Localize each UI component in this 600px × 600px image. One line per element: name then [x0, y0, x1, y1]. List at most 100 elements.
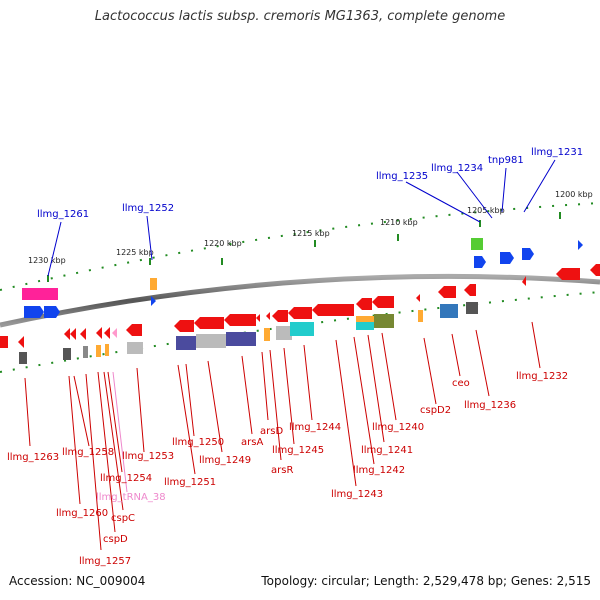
gene-feature[interactable]: [522, 276, 526, 286]
feature-label-reverse[interactable]: llmg_1240: [372, 422, 424, 433]
gene-feature[interactable]: [96, 327, 102, 339]
gene-feature[interactable]: [464, 284, 476, 296]
gene-feature[interactable]: [474, 256, 486, 268]
feature-label-reverse[interactable]: llmg_1258: [62, 447, 114, 458]
feature-label-forward[interactable]: tnp981: [488, 155, 524, 166]
gene-feature[interactable]: [500, 252, 514, 264]
gene-feature[interactable]: [96, 345, 101, 357]
scale-label: 1215 kbp: [292, 229, 330, 238]
gene-feature[interactable]: [290, 322, 314, 336]
feature-label-reverse[interactable]: llmg_1249: [199, 455, 251, 466]
gene-feature[interactable]: [466, 302, 478, 314]
scale-label: 1230 kbp: [28, 256, 66, 265]
feature-label-forward[interactable]: llmg_1231: [531, 147, 583, 158]
gene-feature[interactable]: [196, 334, 226, 348]
feature-label-reverse[interactable]: llmg_1254: [100, 473, 152, 484]
gene-feature[interactable]: [374, 314, 394, 328]
feature-label-trna[interactable]: llmg_tRNA_38: [96, 492, 166, 503]
gene-feature[interactable]: [44, 306, 60, 318]
feature-label-reverse[interactable]: arsD: [260, 426, 283, 437]
gene-feature[interactable]: [356, 322, 374, 330]
gene-feature[interactable]: [83, 346, 88, 358]
feature-label-reverse[interactable]: llmg_1251: [164, 477, 216, 488]
feature-label-reverse[interactable]: llmg_1260: [56, 508, 108, 519]
gene-feature[interactable]: [80, 328, 86, 340]
scale-label: 1200 kbp: [555, 190, 593, 199]
gene-feature[interactable]: [440, 304, 458, 318]
gene-feature[interactable]: [127, 342, 143, 354]
gene-feature[interactable]: [126, 324, 142, 336]
gene-feature[interactable]: [174, 320, 194, 332]
feature-label-reverse[interactable]: arsA: [241, 437, 263, 448]
gene-feature[interactable]: [19, 352, 27, 364]
reverse-features: [0, 264, 600, 364]
gene-feature[interactable]: [194, 317, 224, 329]
feature-label-reverse[interactable]: llmg_1241: [361, 445, 413, 456]
gene-feature[interactable]: [438, 286, 456, 298]
feature-label-reverse[interactable]: arsR: [271, 465, 293, 476]
scale-label: 1225 kbp: [116, 248, 154, 257]
feature-label-reverse[interactable]: llmg_1242: [353, 465, 405, 476]
scale-major-ticks: [47, 212, 561, 282]
gene-feature[interactable]: [256, 314, 260, 322]
genome-backbone: [0, 273, 600, 328]
feature-label-reverse[interactable]: cspD2: [420, 405, 451, 416]
gene-feature[interactable]: [556, 268, 580, 280]
gene-feature[interactable]: [176, 336, 196, 350]
gene-feature[interactable]: [24, 306, 44, 318]
gene-feature[interactable]: [22, 288, 58, 300]
gene-feature[interactable]: [578, 240, 583, 250]
accession-text: Accession: NC_009004: [9, 574, 146, 588]
feature-label-reverse[interactable]: cspD: [103, 534, 128, 545]
feature-label-forward[interactable]: llmg_1234: [431, 163, 483, 174]
scale-label: 1220 kbp: [204, 239, 242, 248]
gene-feature[interactable]: [471, 238, 483, 250]
gene-feature[interactable]: [372, 296, 394, 308]
gene-feature[interactable]: [264, 328, 270, 341]
gene-feature[interactable]: [416, 294, 420, 302]
gene-feature[interactable]: [112, 328, 117, 338]
forward-features: [22, 238, 583, 318]
gene-feature[interactable]: [522, 248, 534, 260]
gene-feature[interactable]: [288, 307, 312, 319]
feature-label-reverse[interactable]: llmg_1244: [289, 422, 341, 433]
gene-feature[interactable]: [226, 332, 256, 346]
gene-feature[interactable]: [63, 348, 71, 360]
feature-label-reverse[interactable]: cspC: [111, 513, 135, 524]
genome-summary: Topology: circular; Length: 2,529,478 bp…: [261, 574, 591, 588]
gene-feature[interactable]: [418, 310, 423, 322]
gene-feature[interactable]: [151, 296, 156, 306]
feature-label-forward[interactable]: llmg_1252: [122, 203, 174, 214]
gene-feature[interactable]: [276, 326, 292, 340]
feature-label-reverse[interactable]: llmg_1236: [464, 400, 516, 411]
genome-title: Lactococcus lactis subsp. cremoris MG136…: [94, 9, 506, 24]
feature-label-reverse[interactable]: llmg_1243: [331, 489, 383, 500]
feature-label-reverse[interactable]: llmg_1253: [122, 451, 174, 462]
feature-label-reverse[interactable]: llmg_1263: [7, 452, 59, 463]
gene-feature[interactable]: [0, 336, 8, 348]
gene-feature[interactable]: [150, 278, 157, 290]
scale-track-lower: [0, 291, 600, 373]
feature-label-reverse[interactable]: llmg_1232: [516, 371, 568, 382]
gene-feature[interactable]: [272, 310, 288, 322]
gene-feature[interactable]: [590, 264, 600, 276]
gene-feature[interactable]: [356, 298, 372, 310]
gene-feature[interactable]: [224, 314, 256, 326]
feature-label-forward[interactable]: llmg_1235: [376, 171, 428, 182]
gene-feature[interactable]: [105, 344, 109, 356]
gene-feature[interactable]: [64, 328, 70, 340]
gene-feature[interactable]: [312, 304, 354, 316]
feature-label-reverse[interactable]: llmg_1257: [79, 556, 131, 567]
gene-feature[interactable]: [266, 312, 270, 320]
gene-feature[interactable]: [18, 336, 24, 348]
feature-label-reverse[interactable]: llmg_1245: [272, 445, 324, 456]
feature-label-reverse[interactable]: llmg_1250: [172, 437, 224, 448]
gene-feature[interactable]: [104, 327, 110, 339]
forward-leaders: [47, 159, 556, 277]
feature-label-forward[interactable]: llmg_1261: [37, 209, 89, 220]
feature-label-reverse[interactable]: ceo: [452, 378, 470, 389]
reverse-leaders: [24, 321, 541, 551]
scale-label: 1210 kbp: [380, 218, 418, 227]
gene-feature[interactable]: [70, 328, 76, 340]
